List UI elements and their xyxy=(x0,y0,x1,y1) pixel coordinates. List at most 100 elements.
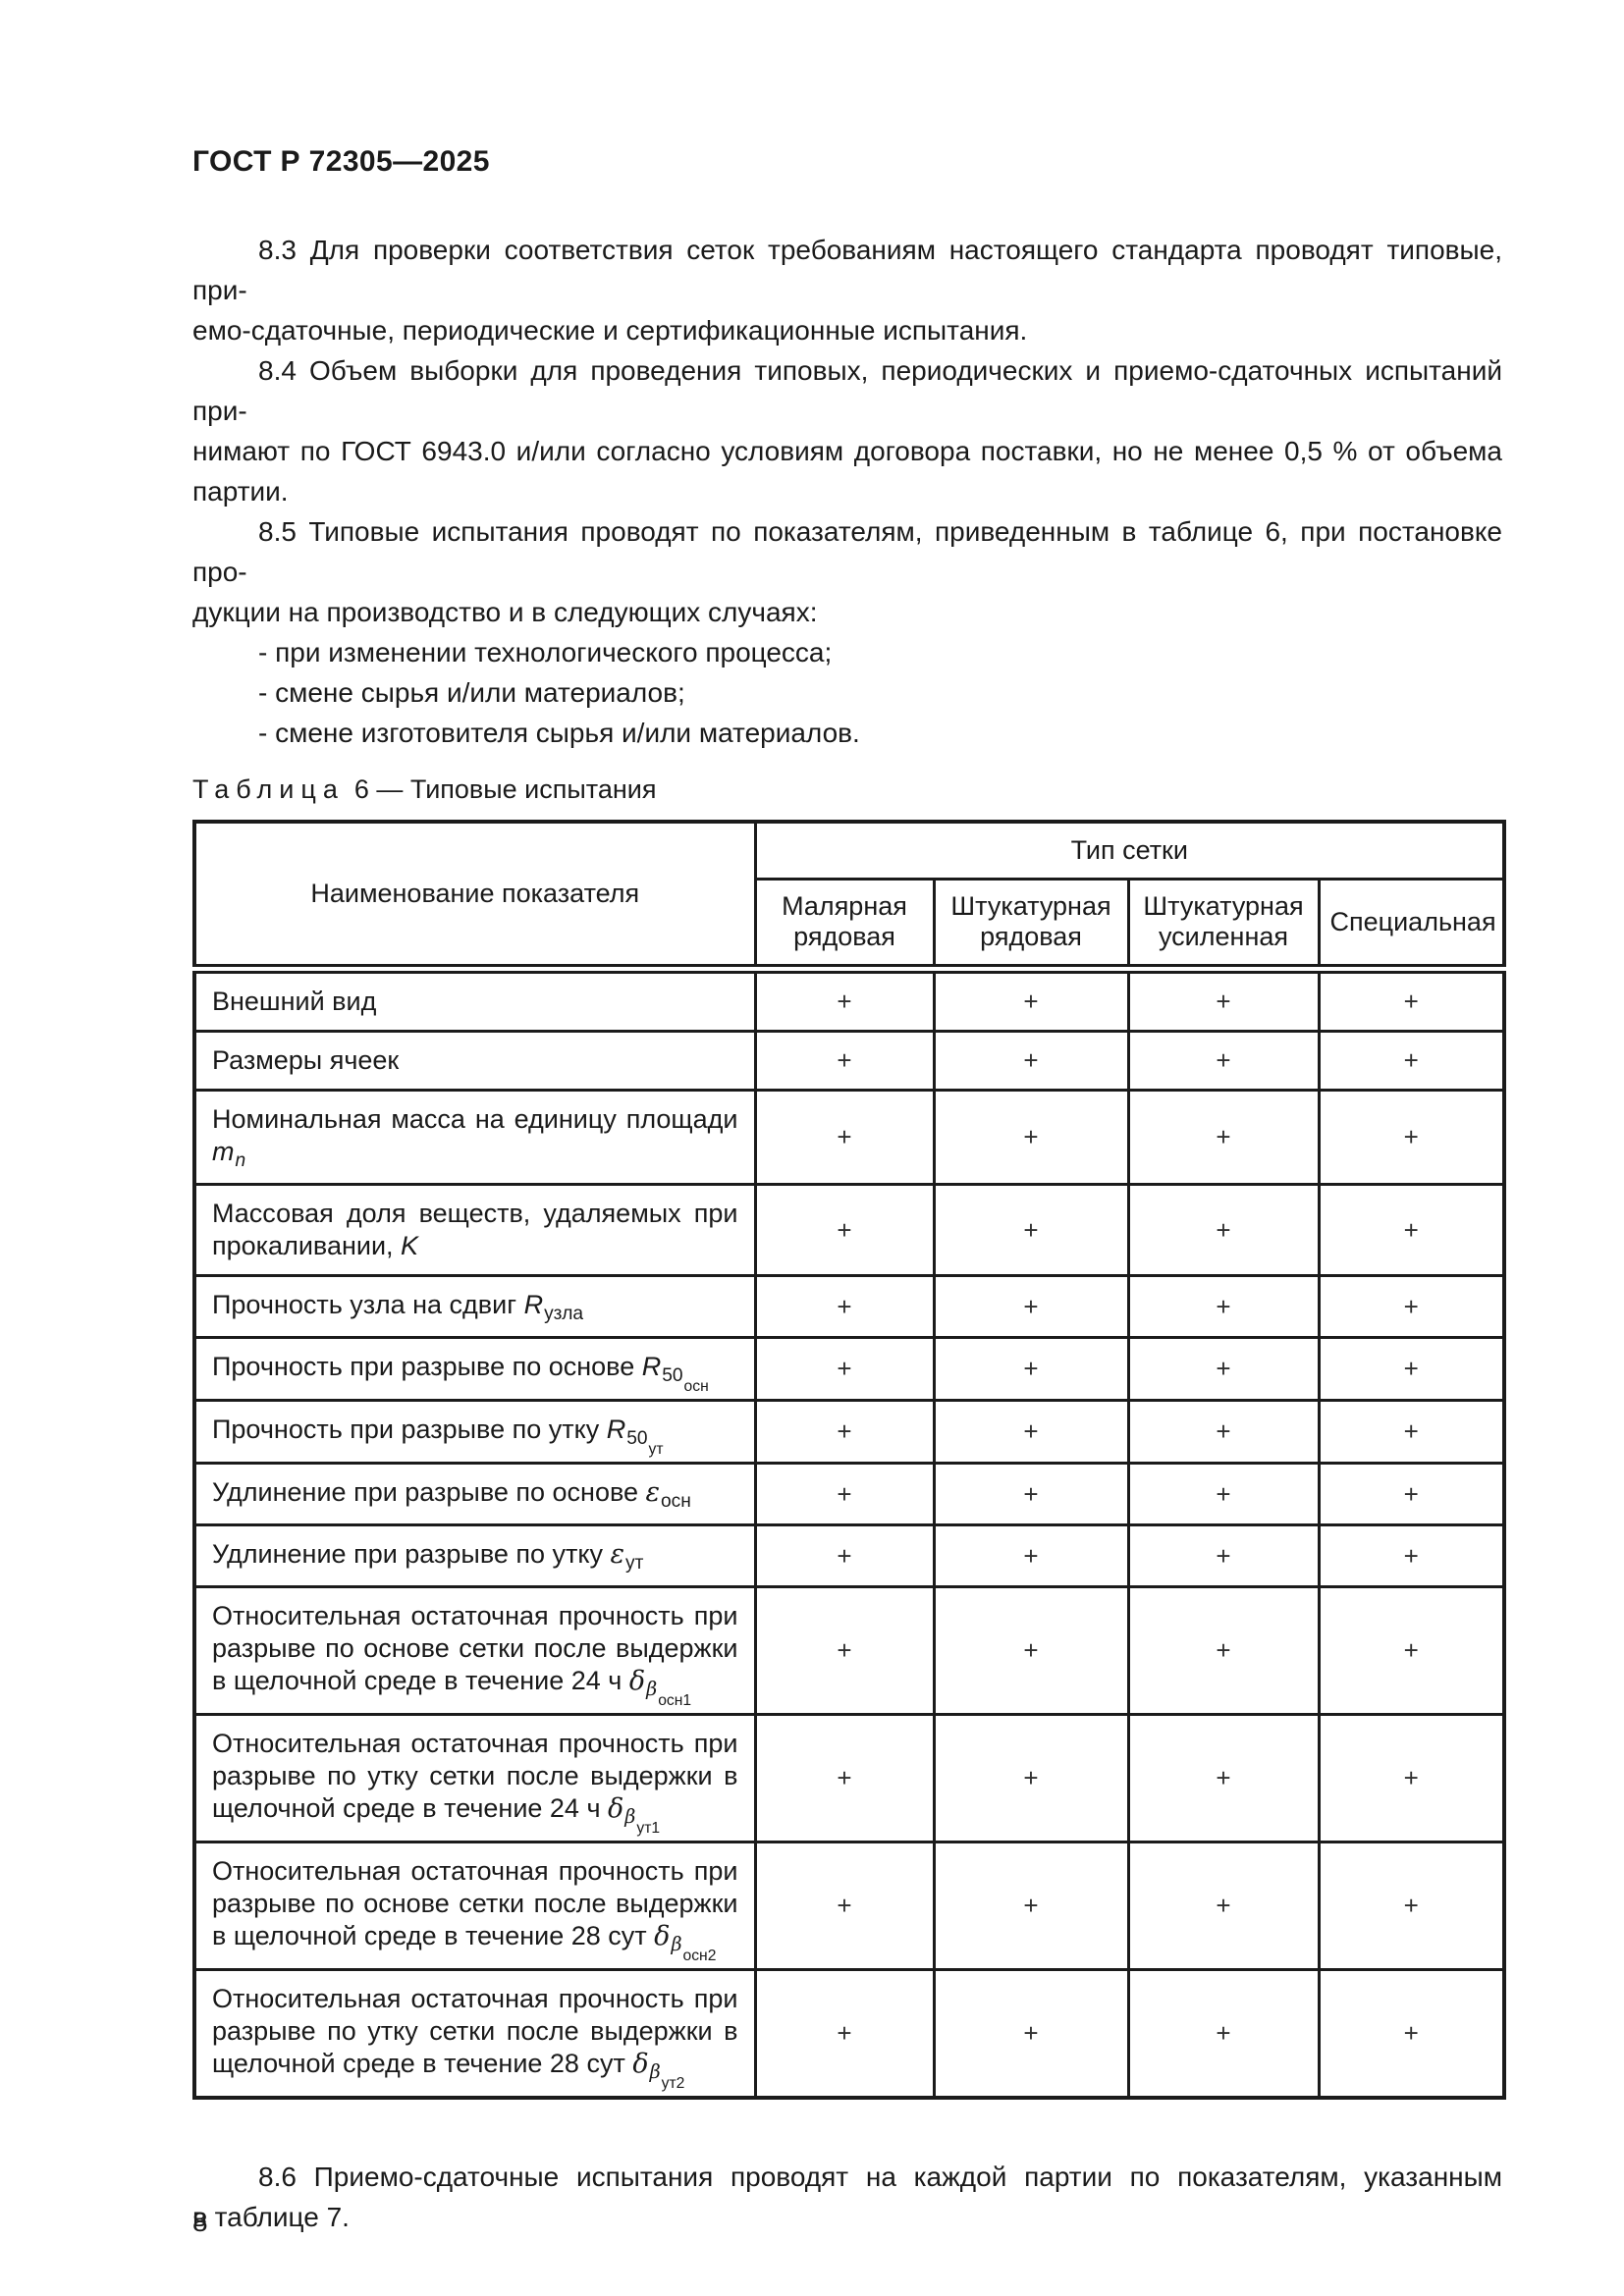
applicability-mark-cell: + xyxy=(753,1336,936,1402)
indicator-text: Относительная остаточная прочность при р… xyxy=(212,1601,738,1695)
indicator-text: δ xyxy=(608,1793,624,1824)
paragraph-p-8-5: 8.5 Типовые испытания проводят по показа… xyxy=(192,511,1502,632)
indicator-text: Прочность при разрыве по основе xyxy=(212,1352,642,1381)
text-line: - при изменении технологического процесс… xyxy=(258,637,833,667)
applicability-mark-cell: + xyxy=(932,1968,1130,2100)
indicator-text: δ xyxy=(628,1666,646,1696)
text-line: 8.6 Приемо-сдаточные испытания проводят … xyxy=(258,2162,1502,2192)
paragraph-p-8-4: 8.4 Объем выборки для проведения типовых… xyxy=(192,350,1502,511)
indicator-cell: Размеры ячеек xyxy=(192,1030,757,1092)
applicability-mark-cell: + xyxy=(1317,1030,1506,1092)
column-header-type: Штукатурная рядовая xyxy=(932,877,1130,971)
indicator-text: R xyxy=(523,1290,544,1319)
indicator-text: Удлинение при разрыве по утку xyxy=(212,1539,611,1569)
applicability-mark-cell: + xyxy=(1317,1968,1506,2100)
applicability-mark-cell: + xyxy=(932,1399,1130,1465)
applicability-mark-cell: + xyxy=(1126,1462,1321,1526)
applicability-mark-cell: + xyxy=(753,1462,936,1526)
indicator-text: m xyxy=(212,1137,235,1166)
applicability-mark-cell: + xyxy=(1317,1713,1506,1843)
indicator-text: Относительная остаточная прочность при р… xyxy=(212,1984,738,2078)
formula-subscript: осн xyxy=(661,1491,691,1513)
applicability-mark-cell: + xyxy=(1126,1968,1321,2100)
text-line: партии. xyxy=(192,476,289,507)
formula-subscript: осн2 xyxy=(682,1947,717,1964)
table-row: Массовая доля веществ, удаляемых при про… xyxy=(192,1183,1506,1277)
applicability-mark-cell: + xyxy=(932,1841,1130,1971)
table-row: Размеры ячеек + + + + xyxy=(192,1030,1506,1092)
applicability-mark-cell: + xyxy=(753,1030,936,1092)
text-line: - смене изготовителя сырья и/или материа… xyxy=(258,718,860,748)
applicability-mark-cell: + xyxy=(932,1585,1130,1716)
text-line: 8.4 Объем выборки для проведения типовых… xyxy=(192,355,1502,426)
formula-subscript: 50 xyxy=(626,1428,648,1450)
indicator-cell: Относительная остаточная прочность при р… xyxy=(192,1585,757,1716)
text-line: в таблице 7. xyxy=(192,2202,350,2232)
formula-subscript: β xyxy=(646,1678,658,1701)
table-row: Номинальная масса на единицу площади mn +… xyxy=(192,1089,1506,1186)
indicator-cell: Относительная остаточная прочность при р… xyxy=(192,1841,757,1971)
table-row: Относительная остаточная прочность при р… xyxy=(192,1841,1506,1971)
applicability-mark-cell: + xyxy=(1317,1183,1506,1277)
applicability-mark-cell: + xyxy=(753,1841,936,1971)
indicator-cell: Прочность при разрыве по утку R50ут xyxy=(192,1399,757,1465)
text-line: нимают по ГОСТ 6943.0 и/или согласно усл… xyxy=(192,436,1502,466)
text-line: 8.3 Для проверки соответствия сеток треб… xyxy=(192,235,1502,305)
text-line: - смене сырья и/или материалов; xyxy=(258,677,685,708)
applicability-mark-cell: + xyxy=(932,1183,1130,1277)
indicator-cell: Относительная остаточная прочность при р… xyxy=(192,1713,757,1843)
indicator-cell: Массовая доля веществ, удаляемых при про… xyxy=(192,1183,757,1277)
indicator-text: Удлинение при разрыве по основе xyxy=(212,1477,646,1507)
column-header-mesh-type-group: Тип сетки xyxy=(753,820,1506,881)
formula-subscript: ут2 xyxy=(661,2074,685,2092)
applicability-mark-cell: + xyxy=(1126,1841,1321,1971)
indicator-text: R xyxy=(606,1415,626,1444)
indicator-text: Относительная остаточная прочность при р… xyxy=(212,1856,738,1950)
applicability-mark-cell: + xyxy=(753,1089,936,1186)
column-header-type: Штукатурная усиленная xyxy=(1126,877,1321,971)
applicability-mark-cell: + xyxy=(753,1968,936,2100)
indicator-cell: Удлинение при разрыве по утку εут xyxy=(192,1523,757,1588)
table-row: Прочность при разрыве по утку R50ут + + + + xyxy=(192,1399,1506,1465)
applicability-mark-cell: + xyxy=(753,967,936,1033)
applicability-mark-cell: + xyxy=(753,1585,936,1716)
paragraph-bullet-2: - смене сырья и/или материалов; xyxy=(192,672,1502,713)
table-row: Относительная остаточная прочность при р… xyxy=(192,1713,1506,1843)
applicability-mark-cell: + xyxy=(1126,1585,1321,1716)
page-number: 8 xyxy=(192,2207,208,2237)
table-row: Удлинение при разрыве по основе εосн + + + + xyxy=(192,1462,1506,1526)
indicator-cell: Удлинение при разрыве по основе εосн xyxy=(192,1462,757,1526)
indicator-text: δ xyxy=(654,1921,671,1951)
applicability-mark-cell: + xyxy=(932,1336,1130,1402)
text-line: емо-сдаточные, периодические и сертифика… xyxy=(192,315,1028,346)
formula-subscript: n xyxy=(235,1150,246,1172)
applicability-mark-cell: + xyxy=(1317,1336,1506,1402)
indicator-text: Массовая доля веществ, удаляемых при про… xyxy=(212,1199,738,1260)
indicator-text: ε xyxy=(610,1539,625,1570)
table-caption: Таблица 6 — Типовые испытания xyxy=(192,773,1502,806)
applicability-mark-cell: + xyxy=(1317,1274,1506,1339)
applicability-mark-cell: + xyxy=(1126,1089,1321,1186)
paragraph-p-8-3: 8.3 Для проверки соответствия сеток треб… xyxy=(192,230,1502,350)
applicability-mark-cell: + xyxy=(932,1523,1130,1588)
table-row: Удлинение при разрыве по утку εут + + + + xyxy=(192,1523,1506,1588)
paragraph-bullet-3: - смене изготовителя сырья и/или материа… xyxy=(192,713,1502,753)
applicability-mark-cell: + xyxy=(932,1030,1130,1092)
applicability-mark-cell: + xyxy=(932,1089,1130,1186)
applicability-mark-cell: + xyxy=(753,1399,936,1465)
table-body: Внешний вид + + + + Размеры ячеек + + + + Номиналь… xyxy=(192,967,1506,2100)
table-row: Относительная остаточная прочность при р… xyxy=(192,1968,1506,2100)
applicability-mark-cell: + xyxy=(1317,967,1506,1033)
indicator-cell: Внешний вид xyxy=(192,967,757,1033)
applicability-mark-cell: + xyxy=(1126,1274,1321,1339)
table-row: Прочность узла на сдвиг Rузла + + + + xyxy=(192,1274,1506,1339)
column-header-type: Специальная xyxy=(1317,877,1506,971)
column-header-indicator: Наименование показателя xyxy=(192,820,757,971)
applicability-mark-cell: + xyxy=(1317,1089,1506,1186)
applicability-mark-cell: + xyxy=(1126,967,1321,1033)
indicator-text: ε xyxy=(645,1477,661,1508)
formula-subscript: 50 xyxy=(662,1365,683,1387)
indicator-text: Внешний вид xyxy=(212,987,377,1016)
applicability-mark-cell: + xyxy=(1317,1462,1506,1526)
